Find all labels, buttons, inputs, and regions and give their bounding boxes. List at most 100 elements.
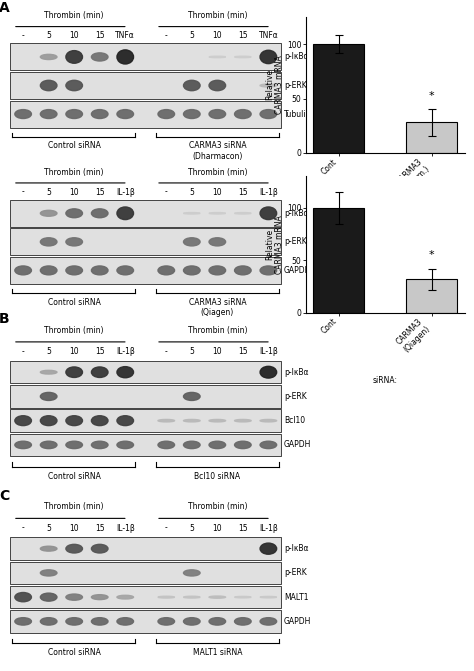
Ellipse shape [40, 618, 57, 625]
Ellipse shape [15, 592, 31, 602]
Text: Thrombin (min): Thrombin (min) [45, 11, 104, 21]
Text: MALT1: MALT1 [284, 592, 309, 602]
Ellipse shape [66, 367, 82, 378]
Text: IL-1β: IL-1β [116, 347, 135, 356]
Ellipse shape [91, 442, 108, 449]
FancyBboxPatch shape [10, 361, 281, 383]
Bar [406, 123, 457, 153]
Ellipse shape [209, 596, 226, 599]
Ellipse shape [117, 366, 134, 378]
Ellipse shape [91, 266, 108, 275]
Text: 5: 5 [189, 347, 194, 356]
Text: 5: 5 [46, 523, 51, 533]
Text: 5: 5 [189, 187, 194, 197]
Ellipse shape [117, 207, 134, 219]
Ellipse shape [66, 618, 82, 625]
FancyBboxPatch shape [10, 44, 281, 70]
Ellipse shape [183, 570, 200, 576]
Text: 5: 5 [189, 31, 194, 40]
Text: 10: 10 [69, 31, 79, 40]
Ellipse shape [117, 266, 134, 275]
Ellipse shape [260, 207, 277, 219]
Ellipse shape [40, 81, 57, 91]
Text: Bcl10: Bcl10 [284, 416, 305, 425]
Ellipse shape [260, 366, 277, 378]
Text: 15: 15 [95, 31, 105, 40]
Ellipse shape [91, 367, 108, 378]
Ellipse shape [235, 419, 251, 422]
Text: p-ERK: p-ERK [284, 81, 307, 90]
Text: Thrombin (min): Thrombin (min) [45, 168, 104, 177]
Ellipse shape [66, 238, 82, 246]
Ellipse shape [66, 50, 82, 63]
Text: p-ERK: p-ERK [284, 238, 307, 246]
Text: A: A [0, 1, 10, 15]
Text: IL-1β: IL-1β [259, 347, 278, 356]
Ellipse shape [183, 618, 200, 625]
Ellipse shape [91, 416, 108, 425]
Ellipse shape [117, 50, 134, 64]
Text: -: - [22, 523, 25, 533]
Text: CARMA3 siRNA
(Dharmacon): CARMA3 siRNA (Dharmacon) [189, 142, 246, 161]
Text: -: - [165, 347, 168, 356]
Ellipse shape [91, 209, 108, 218]
Ellipse shape [235, 442, 251, 449]
FancyBboxPatch shape [10, 101, 281, 127]
Text: CARMA3 siRNA
(Qiagen): CARMA3 siRNA (Qiagen) [189, 298, 246, 317]
Ellipse shape [66, 81, 82, 91]
Text: 10: 10 [212, 347, 222, 356]
Ellipse shape [235, 109, 251, 119]
Text: -: - [165, 523, 168, 533]
Text: p-ERK: p-ERK [284, 568, 307, 578]
FancyBboxPatch shape [10, 72, 281, 99]
Text: p-IκBα: p-IκBα [284, 368, 309, 376]
Ellipse shape [158, 597, 174, 598]
FancyBboxPatch shape [10, 610, 281, 633]
Ellipse shape [260, 50, 277, 64]
Text: 15: 15 [238, 31, 247, 40]
Ellipse shape [260, 84, 277, 87]
Text: Thrombin (min): Thrombin (min) [188, 503, 247, 511]
Ellipse shape [117, 618, 134, 625]
Ellipse shape [260, 419, 277, 422]
Ellipse shape [209, 56, 226, 58]
Ellipse shape [158, 442, 174, 449]
Text: p-IκBα: p-IκBα [284, 544, 309, 553]
Text: *: * [429, 250, 435, 260]
Text: Thrombin (min): Thrombin (min) [45, 503, 104, 511]
FancyBboxPatch shape [10, 586, 281, 609]
Ellipse shape [66, 266, 82, 275]
Ellipse shape [158, 109, 174, 119]
Ellipse shape [209, 81, 226, 91]
Text: 15: 15 [95, 523, 105, 533]
Ellipse shape [183, 393, 200, 401]
Ellipse shape [15, 618, 31, 625]
FancyBboxPatch shape [10, 537, 281, 560]
Ellipse shape [91, 53, 108, 61]
Ellipse shape [235, 213, 251, 214]
Ellipse shape [40, 593, 57, 601]
Ellipse shape [66, 209, 82, 218]
Text: IL-1β: IL-1β [259, 187, 278, 197]
Text: 10: 10 [69, 347, 79, 356]
Text: 10: 10 [212, 523, 222, 533]
Text: GAPDH: GAPDH [284, 440, 311, 450]
Text: 15: 15 [95, 187, 105, 197]
Text: -: - [165, 31, 168, 40]
Ellipse shape [260, 109, 277, 119]
Text: -: - [22, 347, 25, 356]
Y-axis label: Relative
CARMA3 mRNA: Relative CARMA3 mRNA [265, 215, 284, 274]
Text: 15: 15 [238, 187, 247, 197]
Text: IL-1β: IL-1β [116, 187, 135, 197]
Text: 15: 15 [238, 347, 247, 356]
Ellipse shape [235, 597, 251, 598]
Ellipse shape [91, 109, 108, 119]
Text: 10: 10 [69, 523, 79, 533]
Y-axis label: Relative
CARMA3 mRNA: Relative CARMA3 mRNA [265, 56, 284, 114]
Ellipse shape [183, 81, 200, 91]
Text: Control siRNA: Control siRNA [48, 472, 100, 480]
Ellipse shape [209, 109, 226, 119]
Text: Thrombin (min): Thrombin (min) [188, 11, 247, 21]
Ellipse shape [260, 597, 277, 598]
Ellipse shape [183, 238, 200, 246]
